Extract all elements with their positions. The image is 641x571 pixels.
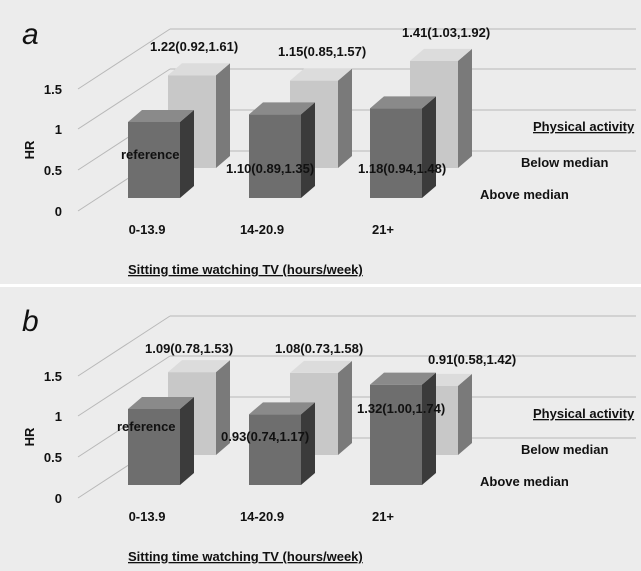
front-bar-top [128,397,194,409]
front-bar-face [249,114,301,198]
back-bar-top [168,360,230,373]
front-bar-top [370,96,436,109]
legend-title: Physical activity [533,406,635,421]
data-label: 0.91(0.58,1.42) [428,352,516,367]
grid-diagonal [77,315,171,377]
front-bar [249,402,315,485]
y-tick-label: 0.5 [44,163,62,178]
data-label: 1.41(1.03,1.92) [402,25,490,40]
front-bar-face [370,108,422,198]
data-label: reference [121,147,180,162]
x-tick-label: 14-20.9 [240,222,284,237]
front-bar-face [128,122,180,198]
panel-letter: a [22,18,39,51]
front-bar-face [370,384,422,485]
chart-panel-a: 0 0.5 1 1.5 HR a 1.22(0.92,1.61) 1.15(0.85,1.57… [0,0,641,284]
legend-below-median: Below median [521,442,608,457]
x-tick-label: 0-13.9 [129,509,166,524]
legend-above-median: Above median [480,474,569,489]
y-axis-label: HR [22,427,37,446]
y-tick-label: 1 [55,122,62,137]
back-bar-side [338,360,352,455]
y-axis-label: HR [22,140,37,159]
back-bar-top [168,63,230,76]
data-label: 1.10(0.89,1.35) [226,161,314,176]
front-bar [128,397,194,485]
chart-a: 0 0.5 1 1.5 HR a 1.22(0.92,1.61) 1.15(0.85,1.57… [22,18,636,277]
grid-diagonal [77,68,171,130]
x-tick-label: 21+ [372,222,394,237]
front-bar [370,96,436,198]
chart-panel-b: 0 0.5 1 1.5 HR b 1.09(0.78,1.53) 1.08(0.73,1.58… [0,287,641,571]
x-axis-title: Sitting time watching TV (hours/week) [128,262,363,277]
back-bar-top [410,48,472,61]
panel-letter: b [22,305,39,338]
front-bar-top [128,110,194,122]
back-bar-side [458,48,472,169]
back-bar-top [290,360,352,373]
data-label: 0.93(0.74,1.17) [221,429,309,444]
y-tick-label: 1 [55,409,62,424]
data-label: reference [117,419,176,434]
y-tick-label: 0 [55,491,62,506]
data-label: 1.32(1.00,1.74) [357,401,445,416]
x-tick-label: 0-13.9 [129,222,166,237]
legend-title: Physical activity [533,119,635,134]
y-tick-label: 0.5 [44,450,62,465]
data-label: 1.18(0.94,1.48) [358,161,446,176]
back-bar-side [338,68,352,168]
data-label: 1.08(0.73,1.58) [275,341,363,356]
front-bar-side [422,372,436,485]
data-label: 1.09(0.78,1.53) [145,341,233,356]
x-tick-label: 21+ [372,509,394,524]
legend-above-median: Above median [480,187,569,202]
x-tick-label: 14-20.9 [240,509,284,524]
back-bar-side [216,63,230,168]
grid-diagonal [77,28,171,90]
front-bar [249,102,315,198]
front-bar [370,372,436,485]
front-bar-side [180,397,194,485]
front-bar-side [422,96,436,198]
front-bar-side [301,102,315,198]
x-axis-title: Sitting time watching TV (hours/week) [128,549,363,564]
data-label: 1.22(0.92,1.61) [150,39,238,54]
back-bar-top [290,68,352,81]
chart-b: 0 0.5 1 1.5 HR b 1.09(0.78,1.53) 1.08(0.73,1.58… [22,305,636,564]
legend-below-median: Below median [521,155,608,170]
y-tick-label: 1.5 [44,369,62,384]
front-bar-face [249,414,301,485]
grid-diagonal [77,355,171,417]
back-bar-side [216,360,230,455]
front-bar-side [301,402,315,485]
y-tick-label: 1.5 [44,82,62,97]
front-bar-top [249,402,315,415]
front-bar [128,110,194,198]
back-bar-side [458,373,472,455]
front-bar-top [370,372,436,385]
front-bar-top [249,102,315,115]
y-tick-label: 0 [55,204,62,219]
front-bar-side [180,110,194,198]
data-label: 1.15(0.85,1.57) [278,44,366,59]
front-bar-face [128,409,180,485]
